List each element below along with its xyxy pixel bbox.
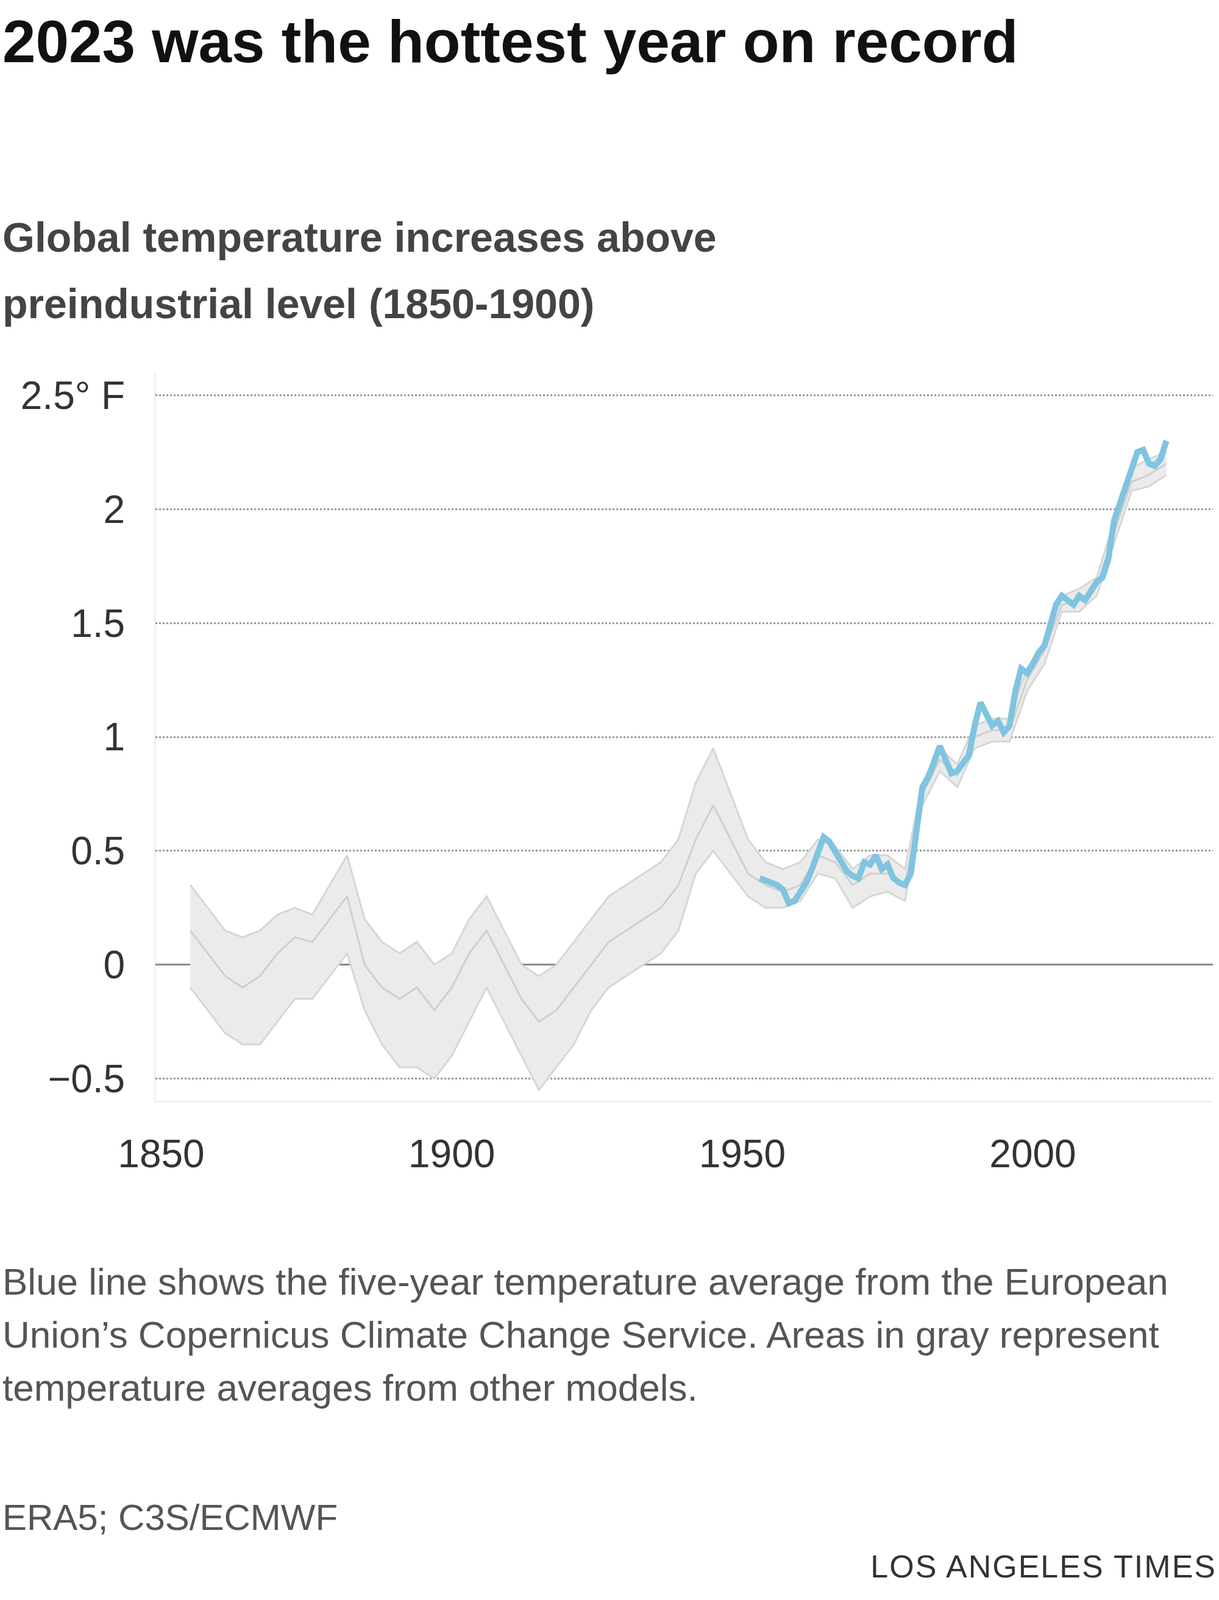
svg-text:2000: 2000 [989, 1131, 1076, 1175]
html-text:Global temperature increases a: Global temperature increases above prein… [2, 213, 717, 327]
svg-text:1850: 1850 [117, 1131, 205, 1175]
svg-text:0: 0 [103, 942, 126, 987]
html-text:2023 was the hottest year on r: 2023 was the hottest year on record [2, 7, 1019, 75]
html-text:ERA5; C3S/ECMWF: ERA5; C3S/ECMWF [2, 1496, 338, 1538]
svg-text:0.5: 0.5 [70, 828, 125, 873]
svg-text:1: 1 [103, 714, 126, 759]
svg-text:1900: 1900 [408, 1131, 495, 1175]
svg-text:2.5° F: 2.5° F [20, 373, 125, 418]
html-text:Blue line shows the five-year: Blue line shows the five-year temperatur… [2, 1260, 1169, 1409]
svg-text:−0.5: −0.5 [48, 1056, 125, 1101]
svg-text:2: 2 [103, 487, 126, 532]
svg-text:1950: 1950 [699, 1131, 786, 1175]
svg-text:1.5: 1.5 [70, 601, 125, 646]
html-text:LOS ANGELES TIMES: LOS ANGELES TIMES [870, 1548, 1217, 1585]
